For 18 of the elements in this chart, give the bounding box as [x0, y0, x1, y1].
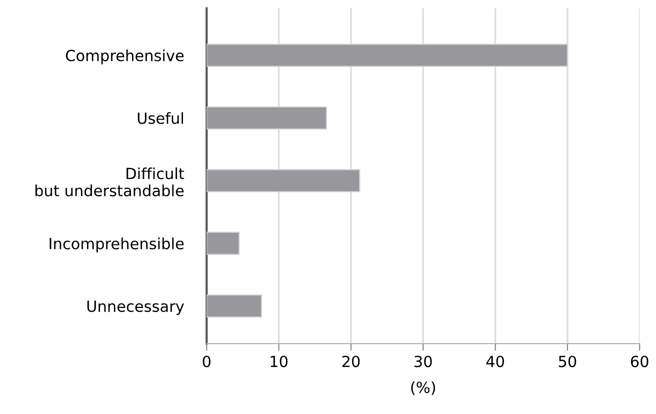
- x-tick-label: 20: [342, 356, 360, 368]
- x-tick-label: 60: [630, 356, 648, 368]
- y-tick-label: Unnecessary: [87, 300, 184, 315]
- bar: [206, 106, 327, 130]
- x-tick-label: 40: [486, 356, 504, 368]
- bar: [206, 44, 568, 67]
- bar: [206, 169, 360, 192]
- x-tick-label: 30: [414, 356, 432, 368]
- x-tick-label: 0: [202, 356, 210, 368]
- y-tick-label: Difficult but understandable: [35, 167, 184, 196]
- y-tick-label: Comprehensive: [66, 49, 184, 64]
- y-tick-label: Useful: [138, 112, 183, 124]
- x-axis-title: (%): [411, 381, 436, 395]
- bar: [206, 232, 240, 255]
- bar: [206, 294, 262, 318]
- y-tick-label: Incomprehensible: [50, 238, 184, 252]
- x-tick-label: 50: [558, 356, 576, 368]
- x-tick-label: 10: [270, 356, 288, 368]
